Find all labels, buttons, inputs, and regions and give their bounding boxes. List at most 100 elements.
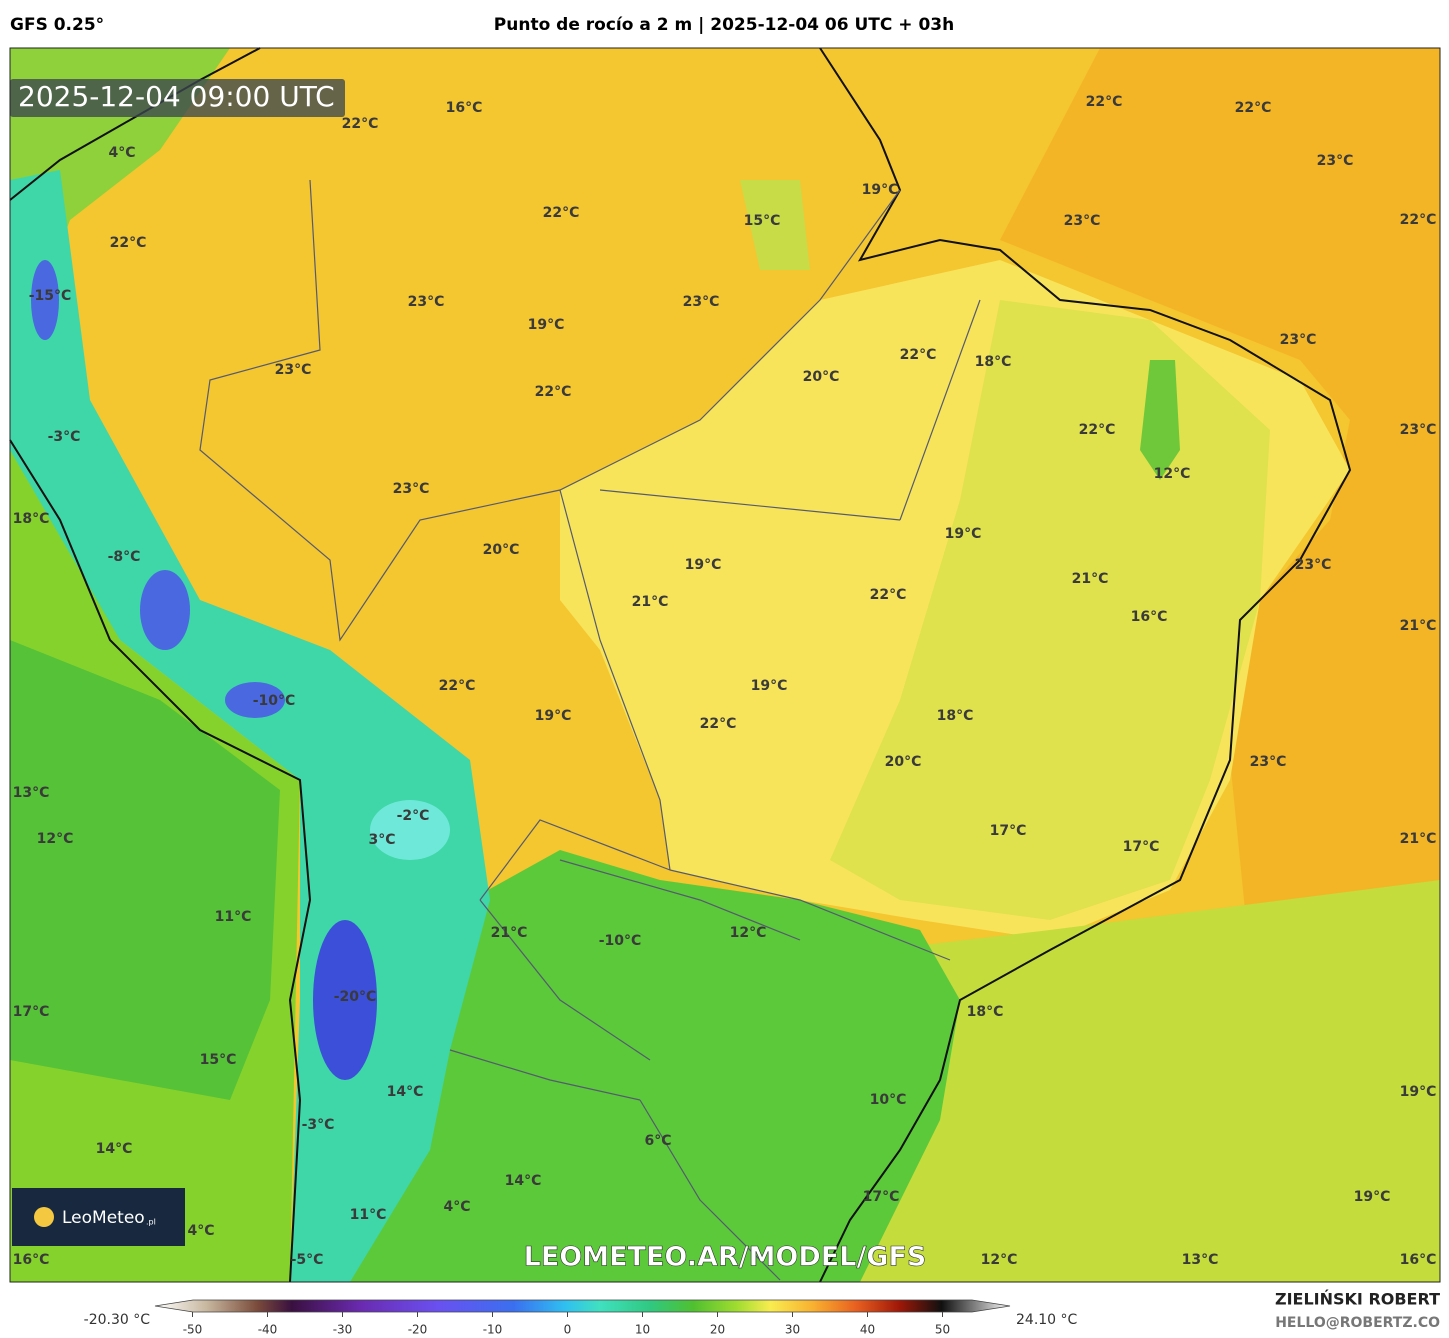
temperature-label: 4°C: [108, 145, 135, 161]
temperature-label: 15°C: [200, 1052, 237, 1068]
temperature-label: 18°C: [13, 511, 50, 527]
temperature-label: 16°C: [1131, 609, 1168, 625]
temperature-label: 10°C: [870, 1092, 907, 1108]
coastline: [9, 439, 312, 1283]
temperature-label: 16°C: [446, 100, 483, 116]
temperature-label: 4°C: [443, 1199, 470, 1215]
temperature-label: -8°C: [108, 549, 141, 565]
watermark: LEOMETEO.AR/MODEL/GFS: [524, 1242, 927, 1273]
cold-patch: [140, 570, 190, 650]
temperature-label: 17°C: [13, 1004, 50, 1020]
north-patch: [740, 180, 810, 270]
colorbar-tick-label: -20: [408, 1323, 428, 1337]
temperature-label: 19°C: [528, 317, 565, 333]
ocean-warm: [1000, 48, 1440, 960]
temperature-label: 17°C: [1123, 839, 1160, 855]
map-frame: [9, 47, 1441, 1283]
temperature-label: 14°C: [505, 1173, 542, 1189]
temperature-label: 22°C: [110, 235, 147, 251]
coastline: [819, 47, 1352, 1283]
temperature-label: 21°C: [1072, 571, 1109, 587]
temperature-label: 19°C: [945, 526, 982, 542]
temperature-label: 14°C: [387, 1084, 424, 1100]
map: 16°C 22°C 4°C 22°C 22°C 23°C 19°C 15°C 23°C 22°C 2…: [9, 47, 1441, 1283]
temperature-label: 22°C: [1235, 100, 1272, 116]
temperature-label: 23°C: [1250, 754, 1287, 770]
temperature-label: 21°C: [1400, 618, 1437, 634]
timestamp-box: [10, 79, 345, 117]
temperature-label: 19°C: [685, 557, 722, 573]
colorbar-tick-label: -10: [483, 1323, 503, 1337]
temperature-label: 16°C: [13, 1252, 50, 1268]
cool-patch: [370, 800, 450, 860]
colorbar-tick-label: -40: [258, 1323, 278, 1337]
temperature-label: 23°C: [393, 481, 430, 497]
colorbar-min: -20.30 °C: [84, 1312, 151, 1328]
logo-suffix: .pl: [146, 1218, 156, 1227]
border: [199, 179, 981, 1281]
colorbar-tick-label: 20: [710, 1323, 725, 1337]
temperature-label: 23°C: [1295, 557, 1332, 573]
temperature-label: 19°C: [1354, 1189, 1391, 1205]
temperature-label: 12°C: [730, 925, 767, 941]
temperature-label: 22°C: [700, 716, 737, 732]
temperature-label: 19°C: [751, 678, 788, 694]
pacific-dark-green: [10, 640, 280, 1100]
temperature-label: 23°C: [1400, 422, 1437, 438]
temperature-label: 19°C: [535, 708, 572, 724]
temperature-label: -3°C: [302, 1117, 335, 1133]
model-name: GFS 0.25°: [10, 15, 104, 35]
temperature-label: -2°C: [397, 808, 430, 824]
temperature-label: 22°C: [535, 384, 572, 400]
colorbar-tick-label: 0: [564, 1323, 572, 1337]
colorbar-tick-label: 50: [935, 1323, 950, 1337]
temperature-label: 22°C: [439, 678, 476, 694]
temperature-label: -15°C: [29, 288, 72, 304]
temperature-label: 23°C: [683, 294, 720, 310]
map-title: Punto de rocío a 2 m | 2025-12-04 06 UTC…: [494, 15, 954, 35]
ocean-south: [840, 880, 1440, 1282]
temperature-label: 17°C: [990, 823, 1027, 839]
temperature-label: 22°C: [1079, 422, 1116, 438]
temperature-label: 4°C: [187, 1223, 214, 1239]
temperature-label: 23°C: [275, 362, 312, 378]
timestamp: 2025-12-04 09:00 UTC: [18, 80, 335, 113]
temperature-label: 19°C: [1400, 1084, 1437, 1100]
temperature-label: 22°C: [543, 205, 580, 221]
temperature-label: 11°C: [350, 1207, 387, 1223]
colorbar-max: 24.10 °C: [1016, 1312, 1078, 1328]
temperature-label: 3°C: [368, 832, 395, 848]
temperature-label: 13°C: [13, 785, 50, 801]
temperature-label: -5°C: [291, 1252, 324, 1268]
temperature-label: 6°C: [644, 1133, 671, 1149]
colorbar: [154, 1299, 1011, 1313]
temperature-label: 23°C: [1064, 213, 1101, 229]
temperature-label: 12°C: [1154, 466, 1191, 482]
cold-patch: [225, 682, 285, 718]
colorbar-tick-label: -30: [333, 1323, 353, 1337]
temperature-label: 22°C: [342, 116, 379, 132]
coastline: [9, 47, 261, 201]
colorbar-tick-label: 40: [860, 1323, 875, 1337]
logo-sun: [34, 1207, 54, 1227]
temperature-label: 22°C: [1400, 212, 1437, 228]
highland-patch: [1140, 360, 1180, 480]
temperature-label: 20°C: [885, 754, 922, 770]
temperature-label: 23°C: [1317, 153, 1354, 169]
temperature-label: 12°C: [981, 1252, 1018, 1268]
temperature-label: 18°C: [937, 708, 974, 724]
temperature-label: -10°C: [599, 933, 642, 949]
temperature-label: 13°C: [1182, 1252, 1219, 1268]
temperature-label: 23°C: [408, 294, 445, 310]
temperature-label: 15°C: [744, 213, 781, 229]
credit-contact: HELLO@ROBERTZ.CO: [1275, 1315, 1440, 1331]
temperature-label: 20°C: [803, 369, 840, 385]
temperature-label: 16°C: [1400, 1252, 1437, 1268]
temperature-label: 22°C: [900, 347, 937, 363]
temperature-label: 12°C: [37, 831, 74, 847]
temperature-label: -20°C: [334, 989, 377, 1005]
temperature-label: 11°C: [215, 909, 252, 925]
credit-author: ZIELIŃSKI ROBERT: [1275, 1290, 1440, 1309]
colorbar-tick-label: 10: [635, 1323, 650, 1337]
